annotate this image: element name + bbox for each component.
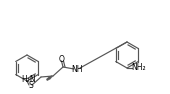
Text: NH₂: NH₂: [132, 64, 146, 72]
Text: O: O: [59, 55, 65, 64]
Text: NH: NH: [71, 64, 83, 74]
Text: S: S: [29, 81, 33, 91]
Text: H₂N: H₂N: [21, 75, 36, 83]
